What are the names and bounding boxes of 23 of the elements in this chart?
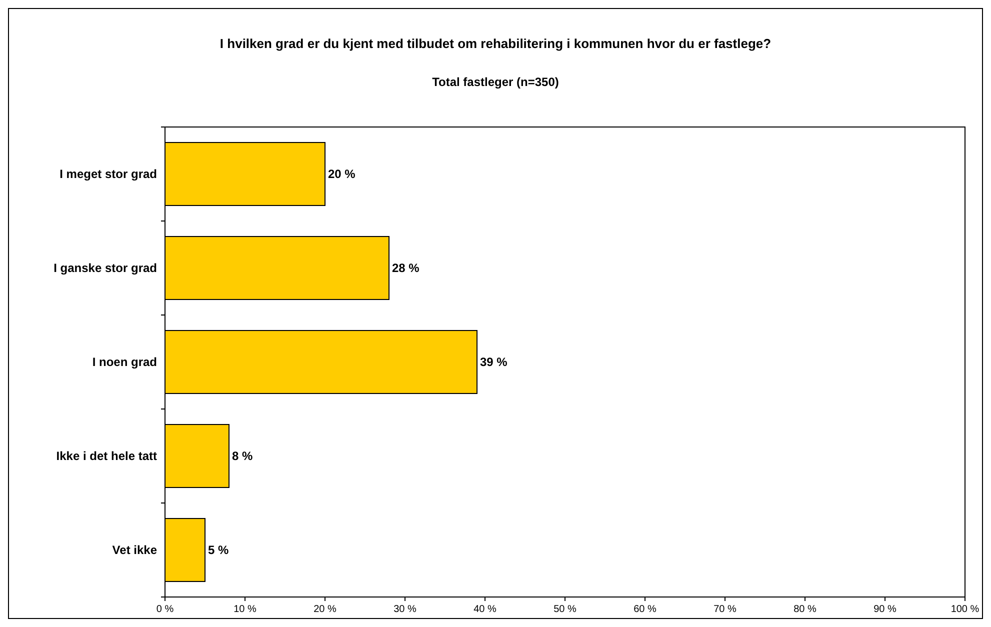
x-tick-label: 10 % [234, 604, 257, 615]
x-tick-label: 0 % [156, 604, 174, 615]
x-tick-label: 70 % [714, 604, 737, 615]
data-label: 5 % [208, 543, 230, 558]
y-tick-label: I ganske stor grad [54, 261, 157, 276]
x-tick-label: 30 % [394, 604, 417, 615]
y-tick-label: Vet ikke [112, 543, 158, 558]
x-tick-label: 100 % [950, 604, 980, 615]
x-tick-label: 20 % [314, 604, 337, 615]
data-label: 39 % [480, 355, 508, 370]
x-tick-label: 80 % [794, 604, 817, 615]
data-label: 28 % [392, 261, 420, 276]
x-tick-label: 60 % [634, 604, 657, 615]
x-tick-label: 50 % [554, 604, 577, 615]
y-tick-label: Ikke i det hele tatt [56, 449, 157, 464]
y-tick-label: I noen grad [92, 355, 157, 370]
chart-title: I hvilken grad er du kjent med tilbudet om rehabilitering i kommunen hvor du er fastlege? [220, 36, 772, 51]
data-label: 20 % [328, 167, 356, 182]
chart-subtitle: Total fastleger (n=350) [432, 75, 559, 89]
x-tick-label: 40 % [474, 604, 497, 615]
data-label: 8 % [232, 449, 254, 464]
y-tick-label: I meget stor grad [60, 167, 157, 182]
x-tick-label: 90 % [874, 604, 897, 615]
